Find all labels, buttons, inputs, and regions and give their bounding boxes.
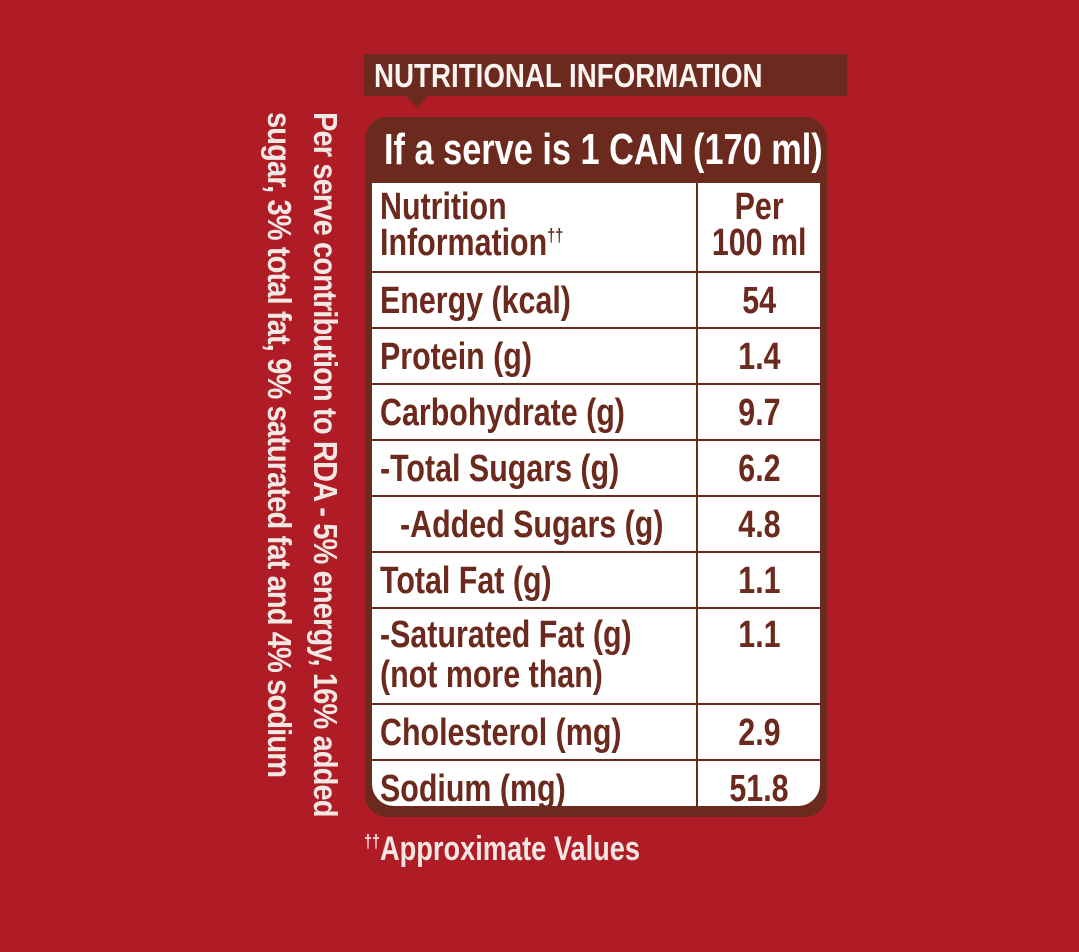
table-row: Cholesterol (mg) 2.9 (372, 703, 820, 759)
row-label-added-sugars: -Added Sugars (g) (400, 504, 664, 546)
header-value-cell: Per 100 ml (698, 183, 820, 271)
row-value-added-sugars: 4.8 (737, 504, 781, 546)
rda-side-note: Per serve contribution to RDA - 5% energ… (252, 112, 352, 817)
row-value-total-sugars: 6.2 (737, 448, 781, 490)
row-value-saturated-fat: 1.1 (737, 614, 781, 656)
footnote: ††Approximate Values (364, 830, 709, 869)
rda-side-note-line2: sugar, 3% total fat, 9% saturated fat an… (261, 112, 298, 778)
rda-side-note-text: Per serve contribution to RDA - 5% energ… (256, 112, 348, 817)
row-label-protein: Protein (g) (380, 336, 532, 378)
row-label-sodium: Sodium (mg) (380, 768, 566, 806)
row-label-saturated-fat-note: (not more than) (380, 654, 603, 696)
header-title: NUTRITIONAL INFORMATION (374, 57, 763, 94)
row-value-protein: 1.4 (737, 336, 781, 378)
table-row: Protein (g) 1.4 (372, 327, 820, 383)
row-label-total-sugars: -Total Sugars (g) (380, 448, 620, 490)
row-value-total-fat: 1.1 (737, 560, 781, 602)
footnote-text: Approximate Values (380, 830, 641, 868)
table-row: -Total Sugars (g) 6.2 (372, 439, 820, 495)
serve-title: If a serve is 1 CAN (170 ml) (372, 117, 823, 183)
nutrition-table: If a serve is 1 CAN (170 ml) Nutrition In… (365, 117, 827, 817)
header-value-line1: Per (734, 186, 784, 228)
table-row: Total Fat (g) 1.1 (372, 551, 820, 607)
table-row: Carbohydrate (g) 9.7 (372, 383, 820, 439)
rda-side-note-line1: Per serve contribution to RDA - 5% energ… (307, 112, 344, 817)
nutrition-table-body: Nutrition Information†† Per 100 ml Energy … (372, 183, 820, 806)
table-row: -Saturated Fat (g) (not more than) 1.1 (372, 607, 820, 703)
approx-mark: †† (547, 225, 564, 246)
row-label-energy: Energy (kcal) (380, 280, 571, 322)
row-label-total-fat: Total Fat (g) (380, 560, 552, 602)
header-label-line1: Nutrition (380, 186, 507, 228)
row-label-carbohydrate: Carbohydrate (g) (380, 392, 625, 434)
table-row: Sodium (mg) 51.8 (372, 759, 820, 806)
header-pointer (405, 95, 429, 108)
footnote-mark: †† (364, 831, 381, 852)
row-value-carbohydrate: 9.7 (737, 392, 781, 434)
row-label-cholesterol: Cholesterol (mg) (380, 712, 622, 754)
header-value-line2: 100 ml (711, 222, 807, 264)
row-label-saturated-fat: -Saturated Fat (g) (380, 614, 632, 656)
header-label-cell: Nutrition Information†† (372, 183, 698, 271)
table-row: Energy (kcal) 54 (372, 271, 820, 327)
row-value-sodium: 51.8 (729, 768, 789, 806)
row-value-energy: 54 (742, 280, 776, 322)
table-header-row: Nutrition Information†† Per 100 ml (372, 183, 820, 271)
table-row: -Added Sugars (g) 4.8 (372, 495, 820, 551)
serve-title-text: If a serve is 1 CAN (170 ml) (384, 125, 823, 174)
row-value-cholesterol: 2.9 (737, 712, 781, 754)
nutritional-info-header: NUTRITIONAL INFORMATION (364, 54, 847, 96)
header-label-line2: Information (380, 222, 548, 264)
